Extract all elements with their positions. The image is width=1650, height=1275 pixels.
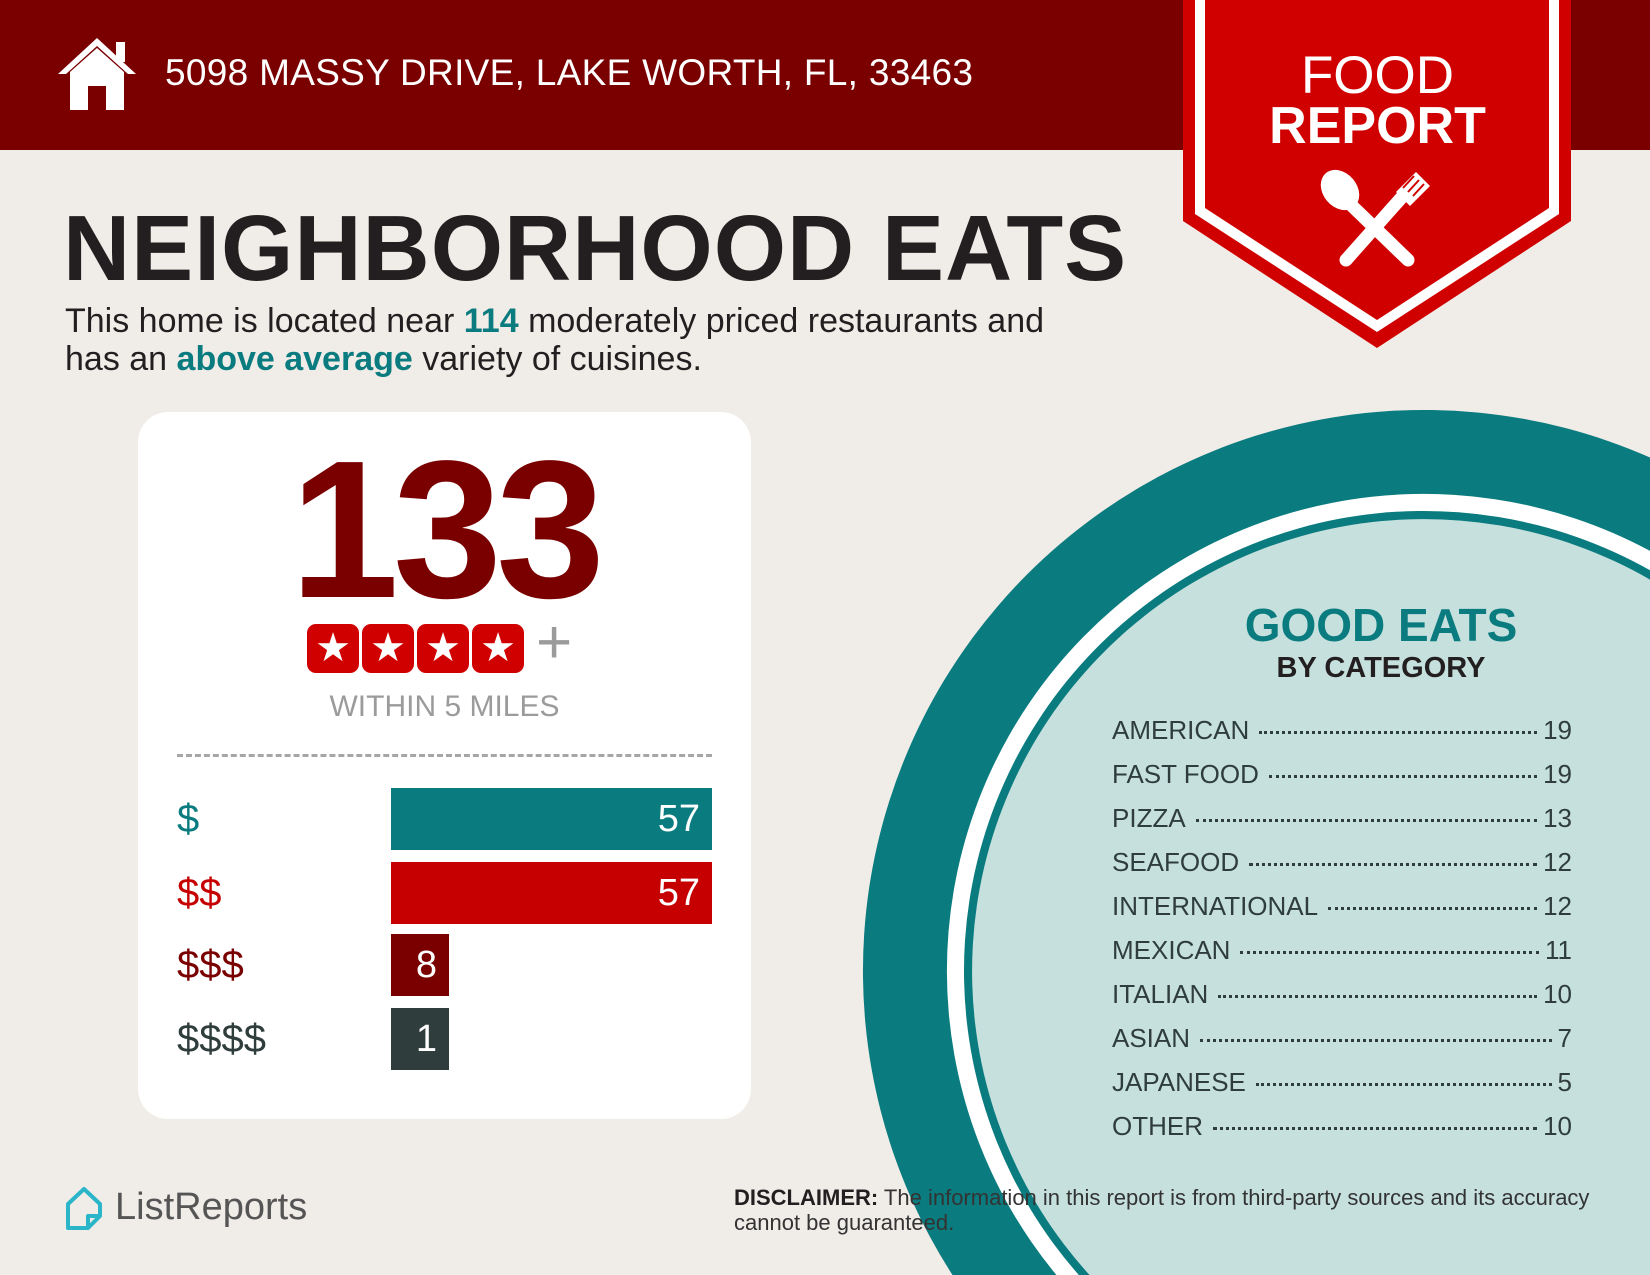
category-count: 5 — [1557, 1067, 1572, 1097]
dotted-leader — [1213, 1127, 1538, 1130]
summary-card — [138, 412, 751, 1119]
price-level-label: $ — [177, 797, 200, 841]
category-name: INTERNATIONAL — [1112, 891, 1319, 921]
banner-report-text: REPORT — [1269, 97, 1486, 155]
price-level-label: $$ — [177, 871, 222, 915]
total-restaurants: 133 — [289, 420, 605, 639]
category-count: 11 — [1545, 935, 1572, 965]
variety-highlight: above average — [176, 340, 413, 378]
dotted-leader — [1240, 951, 1539, 954]
disclaimer-text: The information in this report is from t… — [734, 1185, 1590, 1235]
category-name: ASIAN — [1112, 1023, 1191, 1053]
category-row: MEXICAN 11 — [1112, 934, 1572, 978]
category-name: SEAFOOD — [1112, 847, 1240, 877]
dotted-leader — [1195, 819, 1538, 822]
dashed-divider — [177, 754, 712, 757]
property-address: 5098 MASSY DRIVE, LAKE WORTH, FL, 33463 — [165, 52, 974, 93]
category-name: ITALIAN — [1112, 979, 1209, 1009]
dotted-leader — [1249, 863, 1538, 866]
category-row: INTERNATIONAL 12 — [1112, 890, 1572, 934]
star-icon: ★ — [417, 624, 469, 673]
category-row: FAST FOOD 19 — [1112, 758, 1572, 802]
category-count: 19 — [1543, 715, 1572, 745]
category-list: AMERICAN 19 FAST FOOD 19 PIZZA 13 SEAFOOD 12 INT… — [1112, 714, 1572, 1154]
price-level-bar: 8 — [391, 934, 449, 996]
category-count: 12 — [1543, 847, 1572, 877]
dotted-leader — [1255, 1083, 1552, 1086]
category-row: OTHER 10 — [1112, 1110, 1572, 1154]
page-title: NEIGHBORHOOD EATS — [63, 196, 1128, 300]
spoon-fork-icon — [1320, 169, 1430, 267]
summary-sentence: This home is located near 114 moderately… — [65, 302, 1044, 378]
price-level-label: $$$$ — [177, 1017, 266, 1061]
star-icon: ★ — [362, 624, 414, 673]
category-row: SEAFOOD 12 — [1112, 846, 1572, 890]
home-icon — [58, 38, 136, 110]
price-level-bar: 57 — [391, 788, 712, 850]
banner-food-text: FOOD — [1300, 46, 1455, 105]
plus-icon: + — [536, 608, 573, 677]
category-count: 7 — [1557, 1023, 1572, 1053]
star-rating: ★ ★ ★ ★ — [307, 624, 524, 673]
category-count: 10 — [1543, 1111, 1572, 1141]
dotted-leader — [1328, 907, 1538, 910]
categories-subtitle: BY CATEGORY — [1276, 652, 1486, 684]
subtitle-text: This home is located near — [65, 302, 464, 340]
subtitle-text: moderately priced restaurants and — [518, 302, 1045, 340]
listreports-logo-text: ListReports — [115, 1186, 308, 1228]
subtitle-text: has an — [65, 340, 177, 378]
price-level-bar: 1 — [391, 1008, 449, 1070]
category-row: ASIAN 7 — [1112, 1022, 1572, 1066]
star-icon: ★ — [472, 624, 524, 673]
categories-title: GOOD EATS — [1244, 599, 1518, 651]
category-count: 12 — [1543, 891, 1572, 921]
price-level-bar: 57 — [391, 862, 712, 924]
category-row: PIZZA 13 — [1112, 802, 1572, 846]
category-row: AMERICAN 19 — [1112, 714, 1572, 758]
restaurant-count-highlight: 114 — [463, 302, 519, 340]
dotted-leader — [1200, 1039, 1552, 1042]
food-report-banner — [1183, 0, 1571, 348]
dotted-leader — [1218, 995, 1538, 998]
category-row: ITALIAN 10 — [1112, 978, 1572, 1022]
dotted-leader — [1268, 775, 1538, 778]
listreports-logo-icon — [66, 1187, 102, 1230]
category-count: 13 — [1543, 803, 1572, 833]
category-name: FAST FOOD — [1112, 759, 1259, 789]
category-name: PIZZA — [1112, 803, 1186, 833]
category-name: MEXICAN — [1112, 935, 1231, 965]
category-count: 10 — [1543, 979, 1572, 1009]
category-name: AMERICAN — [1112, 715, 1250, 745]
dotted-leader — [1259, 731, 1538, 734]
disclaimer-label: DISCLAIMER: — [734, 1185, 879, 1210]
category-count: 19 — [1543, 759, 1572, 789]
category-row: JAPANESE 5 — [1112, 1066, 1572, 1110]
category-name: JAPANESE — [1112, 1067, 1246, 1097]
subtitle-text: variety of cuisines. — [412, 340, 702, 378]
disclaimer: DISCLAIMER: The information in this repo… — [734, 1185, 1594, 1235]
category-name: OTHER — [1112, 1111, 1203, 1141]
radius-label: WITHIN 5 MILES — [329, 690, 560, 723]
star-icon: ★ — [307, 624, 359, 673]
price-level-label: $$$ — [177, 943, 244, 987]
